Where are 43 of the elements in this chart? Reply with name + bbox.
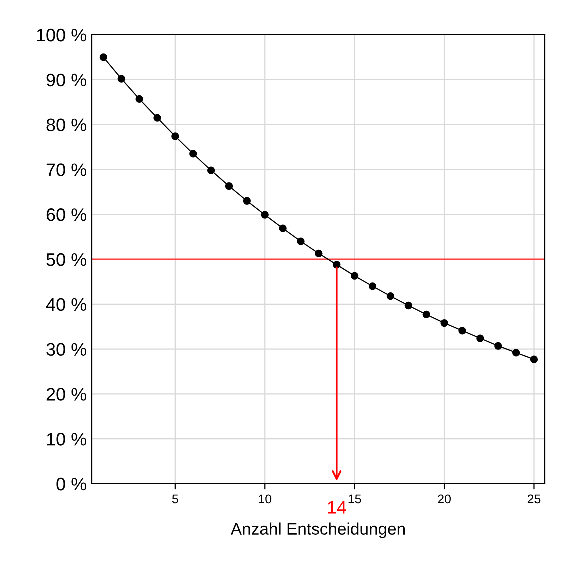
x-axis-title: Anzahl Entscheidungen bbox=[230, 522, 405, 538]
y-tick-label: 30 % bbox=[46, 343, 86, 356]
point bbox=[279, 224, 287, 232]
x-tick-label: 25 bbox=[528, 494, 541, 504]
y-tick-label: 90 % bbox=[46, 74, 86, 87]
point bbox=[118, 75, 126, 83]
point bbox=[207, 166, 216, 174]
y-tick-label: 40 % bbox=[46, 298, 86, 312]
point bbox=[333, 261, 341, 269]
point bbox=[368, 282, 377, 290]
y-tick-label: 50 % bbox=[46, 253, 86, 266]
point bbox=[190, 150, 198, 158]
point bbox=[458, 327, 466, 335]
point bbox=[261, 211, 269, 219]
x-tick-label: 10 bbox=[259, 494, 272, 504]
x-tick-label: 20 bbox=[438, 494, 451, 504]
y-tick-label: 20 % bbox=[46, 388, 86, 401]
point bbox=[225, 182, 234, 190]
x-tick-label: 15 bbox=[348, 494, 362, 504]
point bbox=[154, 114, 162, 122]
point bbox=[243, 197, 252, 205]
point bbox=[494, 342, 502, 350]
point bbox=[351, 272, 359, 280]
point bbox=[404, 302, 412, 310]
point bbox=[100, 54, 108, 62]
annotation: 14 bbox=[328, 501, 346, 514]
point bbox=[530, 356, 538, 364]
point bbox=[172, 132, 180, 140]
point bbox=[422, 310, 430, 319]
point bbox=[136, 95, 144, 104]
point bbox=[440, 319, 448, 328]
y-tick-label: 100 % bbox=[37, 28, 86, 42]
y-tick-label: 0 % bbox=[56, 478, 86, 491]
y-tick-label: 60 % bbox=[46, 208, 86, 222]
point bbox=[386, 292, 395, 300]
point bbox=[476, 334, 484, 342]
point bbox=[297, 238, 305, 246]
point bbox=[512, 349, 520, 357]
x-tick-label: 5 bbox=[172, 494, 178, 504]
point bbox=[315, 250, 323, 258]
y-tick-label: 70 % bbox=[46, 164, 86, 176]
y-tick-label: 80 % bbox=[46, 118, 86, 132]
y-tick-label: 10 % bbox=[47, 433, 86, 446]
